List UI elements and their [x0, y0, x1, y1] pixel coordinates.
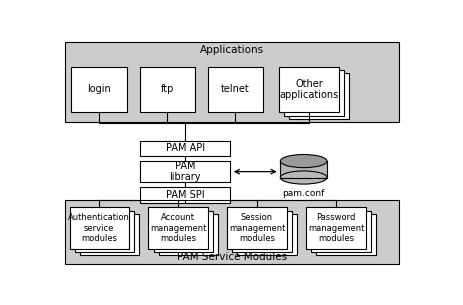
FancyBboxPatch shape: [227, 207, 287, 249]
Text: PAM SPI: PAM SPI: [166, 190, 205, 200]
Text: Account
management
modules: Account management modules: [150, 213, 206, 243]
FancyBboxPatch shape: [75, 211, 134, 252]
FancyBboxPatch shape: [289, 73, 349, 119]
FancyBboxPatch shape: [158, 214, 218, 255]
Text: PAM
library: PAM library: [169, 161, 201, 182]
FancyBboxPatch shape: [149, 207, 208, 249]
FancyBboxPatch shape: [65, 200, 399, 264]
Text: login: login: [87, 84, 111, 95]
FancyBboxPatch shape: [284, 70, 344, 116]
FancyBboxPatch shape: [238, 214, 297, 255]
Text: Session
management
modules: Session management modules: [229, 213, 285, 243]
Text: Other
applications: Other applications: [280, 79, 338, 100]
FancyBboxPatch shape: [316, 214, 375, 255]
FancyBboxPatch shape: [140, 161, 230, 182]
Text: Password
management
modules: Password management modules: [308, 213, 364, 243]
Text: PAM Service Modules: PAM Service Modules: [177, 252, 287, 262]
Text: PAM API: PAM API: [166, 143, 205, 153]
FancyBboxPatch shape: [280, 66, 338, 112]
FancyBboxPatch shape: [312, 211, 370, 252]
Text: telnet: telnet: [221, 84, 250, 95]
FancyBboxPatch shape: [71, 66, 127, 112]
FancyBboxPatch shape: [139, 66, 195, 112]
FancyBboxPatch shape: [208, 66, 263, 112]
FancyBboxPatch shape: [80, 214, 139, 255]
FancyBboxPatch shape: [232, 211, 292, 252]
FancyBboxPatch shape: [65, 42, 399, 122]
Ellipse shape: [281, 171, 327, 184]
FancyBboxPatch shape: [140, 188, 230, 203]
Text: Applications: Applications: [200, 45, 264, 55]
Text: Authentication
service
modules: Authentication service modules: [68, 213, 130, 243]
Ellipse shape: [281, 155, 327, 168]
Bar: [281, 161, 327, 178]
FancyBboxPatch shape: [140, 141, 230, 156]
Text: ftp: ftp: [161, 84, 174, 95]
FancyBboxPatch shape: [307, 207, 366, 249]
FancyBboxPatch shape: [69, 207, 129, 249]
FancyBboxPatch shape: [154, 211, 213, 252]
Text: pam.conf: pam.conf: [282, 189, 325, 198]
